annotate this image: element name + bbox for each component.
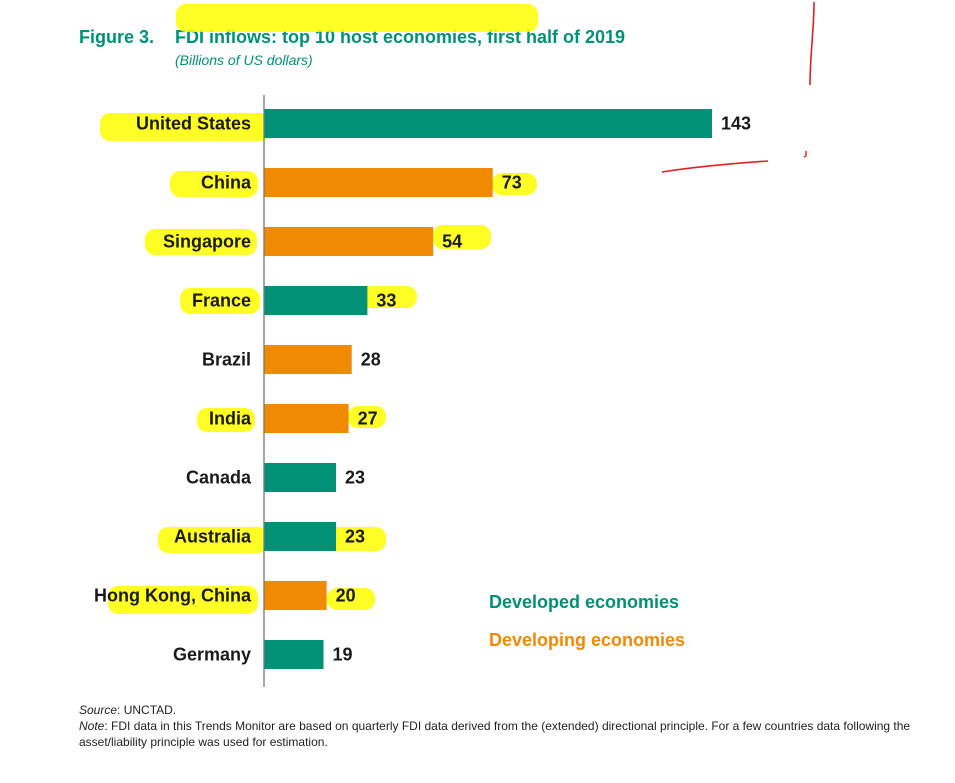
category-label: Brazil bbox=[202, 350, 251, 370]
highlight-mark bbox=[170, 171, 258, 197]
highlight-mark bbox=[197, 408, 255, 432]
bar bbox=[264, 168, 493, 197]
pen-mark bbox=[661, 160, 769, 173]
data-label: 23 bbox=[345, 468, 365, 488]
highlight-mark bbox=[176, 4, 538, 32]
bar bbox=[264, 345, 352, 374]
category-label: China bbox=[201, 173, 252, 193]
highlight-mark bbox=[158, 527, 268, 553]
source-line: Source: UNCTAD. bbox=[79, 702, 949, 718]
source-text: : UNCTAD. bbox=[117, 703, 177, 717]
data-label: 33 bbox=[376, 291, 396, 311]
bar bbox=[264, 463, 337, 492]
data-label: 20 bbox=[336, 586, 356, 606]
data-label: 73 bbox=[502, 173, 522, 193]
bar bbox=[264, 227, 434, 256]
highlight-mark bbox=[433, 225, 491, 249]
category-label: United States bbox=[136, 114, 251, 134]
pen-mark bbox=[809, 1, 815, 86]
category-label: India bbox=[209, 409, 252, 429]
source-label: Source bbox=[79, 703, 118, 717]
bar bbox=[264, 286, 368, 315]
pen-mark bbox=[803, 151, 807, 158]
category-label: Hong Kong, China bbox=[94, 586, 252, 606]
note-text: : FDI data in this Trends Monitor are ba… bbox=[79, 719, 911, 749]
category-label: France bbox=[192, 291, 251, 311]
category-label: Australia bbox=[174, 527, 252, 547]
highlight-mark bbox=[492, 173, 537, 195]
figure-number: Figure 3. bbox=[79, 27, 155, 47]
bar bbox=[264, 581, 327, 610]
bar bbox=[264, 640, 324, 669]
bar bbox=[264, 404, 349, 433]
highlight-mark bbox=[357, 286, 417, 308]
figure-footer: Source: UNCTAD. Note: FDI data in this T… bbox=[79, 702, 949, 750]
highlight-mark bbox=[327, 588, 375, 610]
bar bbox=[264, 522, 337, 551]
data-label: 28 bbox=[361, 350, 381, 370]
note-line: Note: FDI data in this Trends Monitor ar… bbox=[79, 718, 949, 750]
highlight-mark bbox=[348, 406, 386, 428]
highlight-mark bbox=[100, 113, 270, 141]
data-label: 23 bbox=[345, 527, 365, 547]
note-label: Note bbox=[79, 719, 105, 733]
highlight-mark bbox=[145, 229, 257, 255]
data-label: 27 bbox=[358, 409, 378, 429]
legend-developing: Developing economies bbox=[489, 630, 686, 650]
highlight-mark bbox=[180, 288, 260, 314]
category-label: Germany bbox=[173, 645, 251, 665]
data-label: 54 bbox=[442, 232, 462, 252]
data-label: 143 bbox=[721, 114, 751, 134]
bar bbox=[264, 109, 712, 138]
data-label: 19 bbox=[333, 645, 353, 665]
highlight-mark bbox=[108, 586, 258, 614]
category-label: Singapore bbox=[163, 232, 251, 252]
figure-subtitle: (Billions of US dollars) bbox=[175, 52, 313, 68]
category-label: Canada bbox=[186, 468, 252, 488]
legend-developed: Developed economies bbox=[489, 592, 680, 612]
